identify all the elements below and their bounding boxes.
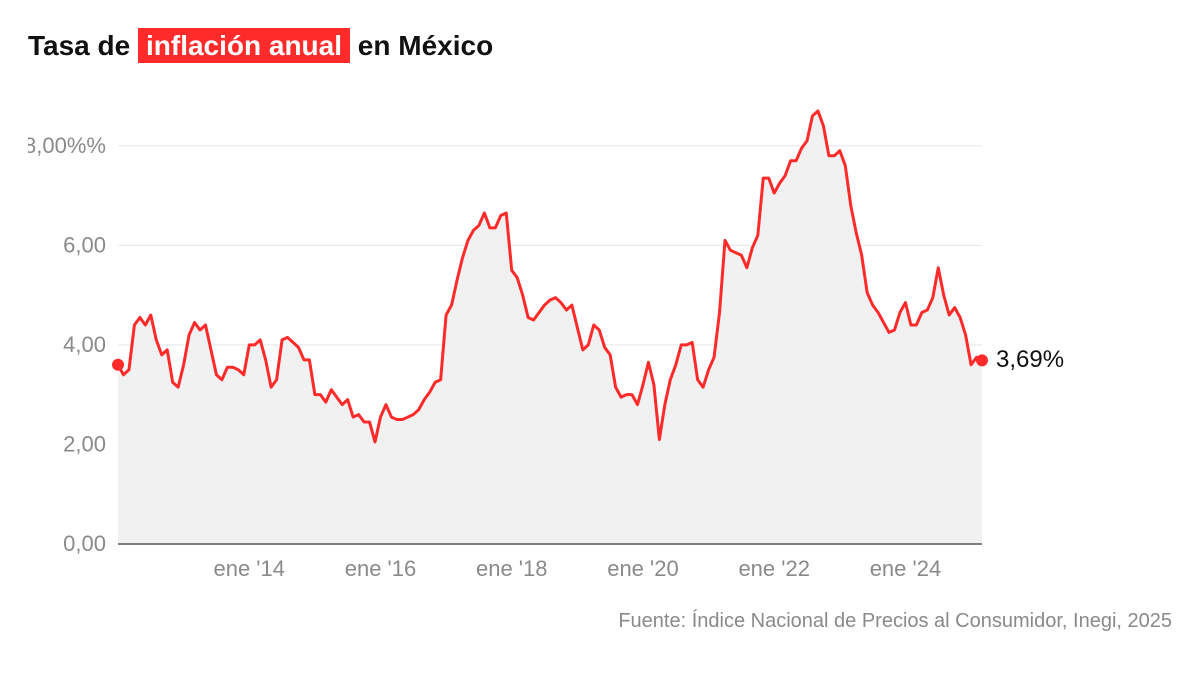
- svg-text:ene '16: ene '16: [345, 556, 417, 581]
- end-value-label: 3,69%: [996, 346, 1064, 374]
- line-chart-svg: 0,00 2,00 4,00 6,00 8,00%% ene '14 ene '16 ene …: [28, 86, 1078, 596]
- svg-text:ene '14: ene '14: [213, 556, 285, 581]
- svg-text:2,00: 2,00: [63, 431, 106, 456]
- svg-text:8,00%%: 8,00%%: [28, 133, 106, 158]
- title-highlight: inflación anual: [138, 28, 350, 63]
- svg-text:ene '22: ene '22: [738, 556, 810, 581]
- source-text: Fuente: Índice Nacional de Precios al Co…: [28, 610, 1172, 633]
- chart-area: 0,00 2,00 4,00 6,00 8,00%% ene '14 ene '16 ene …: [28, 86, 1172, 596]
- svg-text:ene '18: ene '18: [476, 556, 548, 581]
- svg-text:0,00: 0,00: [63, 531, 106, 556]
- svg-text:ene '24: ene '24: [870, 556, 942, 581]
- title-post: en México: [350, 30, 493, 61]
- title-pre: Tasa de: [28, 30, 138, 61]
- svg-text:4,00: 4,00: [63, 332, 106, 357]
- svg-text:ene '20: ene '20: [607, 556, 679, 581]
- svg-text:6,00: 6,00: [63, 232, 106, 257]
- chart-title: Tasa de inflación anual en México: [28, 30, 1172, 62]
